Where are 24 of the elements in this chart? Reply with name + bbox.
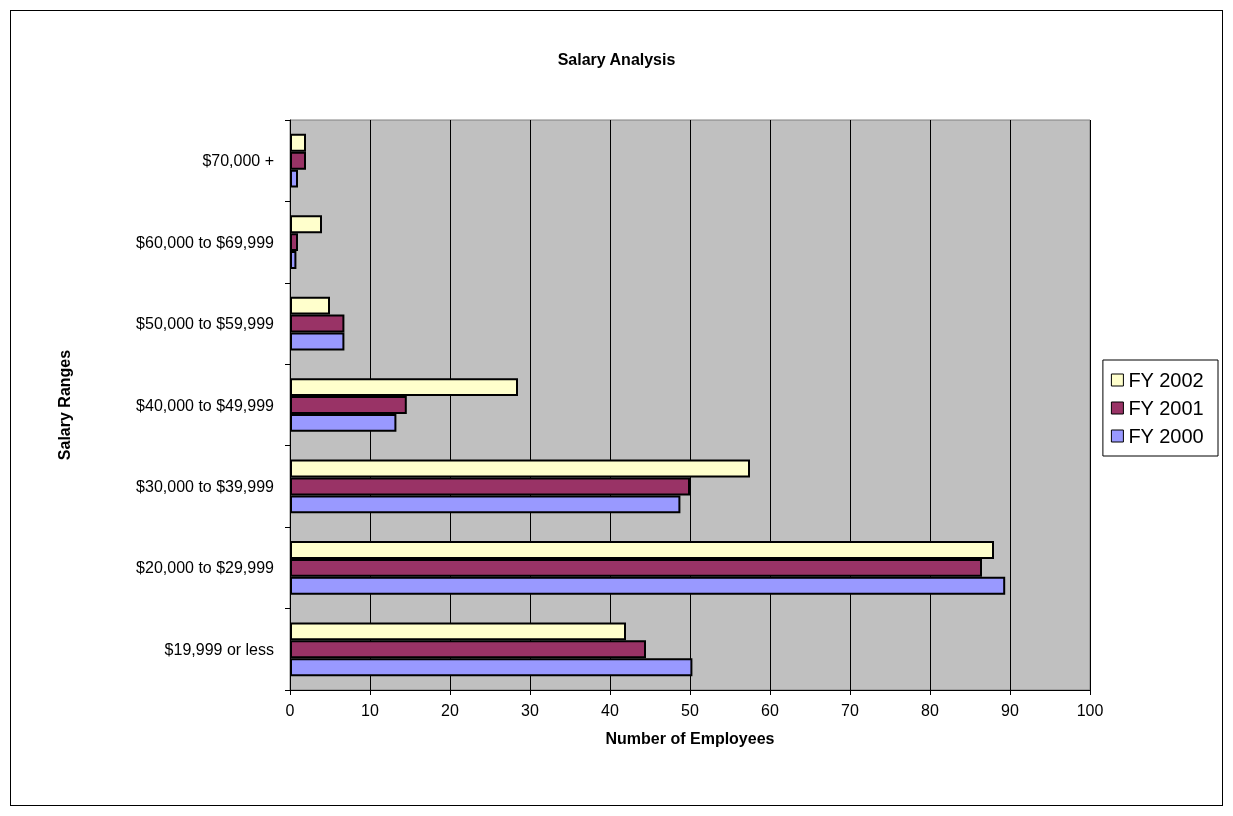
x-tick-label: 50 — [681, 701, 699, 719]
x-tick-label: 10 — [361, 701, 379, 719]
x-tick-label: 20 — [441, 701, 459, 719]
y-tick-label: $70,000 + — [202, 152, 274, 170]
y-tick-label: $60,000 to $69,999 — [136, 233, 275, 251]
x-tick-label: 60 — [761, 701, 779, 719]
x-tick-label: 0 — [285, 701, 295, 719]
legend-label: FY 2002 — [1128, 369, 1204, 391]
chart-title: Salary Analysis — [557, 50, 676, 68]
x-tick-label: 30 — [521, 701, 539, 719]
x-axis-title: Number of Employees — [605, 729, 775, 747]
y-axis-title: Salary Ranges — [55, 349, 73, 461]
y-tick-label: $40,000 to $49,999 — [136, 396, 275, 414]
y-tick-label: $20,000 to $29,999 — [136, 559, 275, 577]
x-tick-label: 70 — [841, 701, 859, 719]
y-tick-label: $50,000 to $59,999 — [136, 315, 275, 333]
y-tick-label: $30,000 to $39,999 — [136, 477, 275, 495]
x-tick-label: 80 — [921, 701, 939, 719]
y-tick-label: $19,999 or less — [164, 640, 274, 658]
x-tick-label: 90 — [1001, 701, 1019, 719]
legend-label: FY 2000 — [1128, 425, 1204, 447]
x-tick-label: 40 — [601, 701, 619, 719]
legend-label: FY 2001 — [1128, 397, 1204, 419]
x-tick-label: 100 — [1076, 701, 1104, 719]
